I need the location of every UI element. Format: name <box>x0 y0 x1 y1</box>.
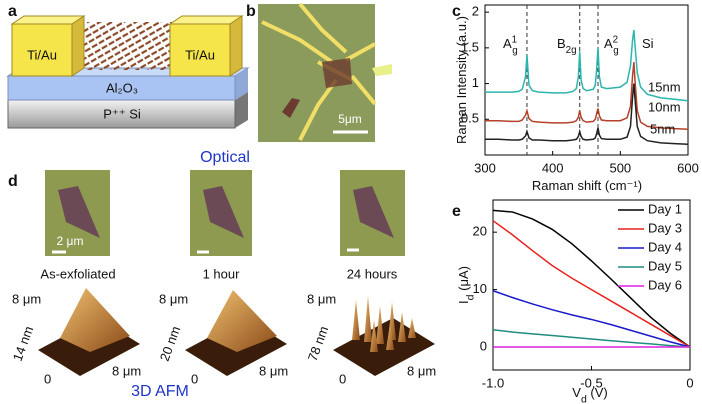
y-tick-label: 20 <box>473 224 487 239</box>
data-line <box>492 290 691 348</box>
time-label: 1 hour <box>203 266 241 281</box>
optical-micrograph: 5μm <box>258 2 392 142</box>
panel-label: e <box>452 203 461 220</box>
label-part: d <box>581 393 587 404</box>
afm-height-label: 78 nm <box>305 324 331 363</box>
label-part: B <box>557 36 566 51</box>
legend-label: Day 4 <box>648 239 682 254</box>
contact-label: Ti/Au <box>27 47 57 62</box>
label-part: Si <box>642 36 654 51</box>
x-tick-label: 400 <box>542 160 564 175</box>
axis-label: B2g <box>557 36 577 55</box>
plot-frame <box>484 4 689 156</box>
afm-size-label: 8 μm <box>407 363 436 378</box>
data-line <box>492 329 691 348</box>
time-label: 24 hours <box>347 266 398 281</box>
series-label: 10nm <box>648 99 681 114</box>
legend-label: Day 5 <box>648 258 682 273</box>
y-tick-label: 0 <box>480 338 487 353</box>
series-label: 5nm <box>650 121 675 136</box>
data-line <box>485 62 689 131</box>
panel-label: b <box>246 3 256 20</box>
label-part: d <box>464 294 476 300</box>
panel-label: a <box>8 3 17 20</box>
afm-origin-label: 0 <box>191 371 198 386</box>
afm-height-label: 20 nm <box>157 324 183 363</box>
section-title: Optical <box>200 149 250 166</box>
afm-origin-label: 0 <box>44 371 51 386</box>
axis-label: A2 g <box>604 34 619 56</box>
y-tick-label: 2 <box>472 4 479 19</box>
label-part: (V) <box>587 385 608 400</box>
x-tick-label: -0.5 <box>580 375 602 390</box>
y-tick-label: 1 <box>472 75 479 90</box>
label-part: 2 <box>613 34 618 45</box>
afm-size-label: 8 μm <box>307 291 336 306</box>
label-part: Raman Intensity (a.u.) <box>454 16 469 144</box>
axis-label: Id (μA) <box>456 266 476 304</box>
dielectric-label: Al₂O₃ <box>106 80 138 95</box>
label-part: V <box>572 385 581 400</box>
data-line <box>485 83 689 146</box>
section-title: 3D AFM <box>131 383 189 400</box>
scale-bar-label: 5μm <box>338 112 362 126</box>
x-tick-label: 0 <box>686 375 693 390</box>
data-line <box>492 209 691 348</box>
afm-size-label: 8 μm <box>12 291 41 306</box>
x-tick-label: 500 <box>609 160 631 175</box>
label-part: (μA) <box>456 266 471 294</box>
panel-label: c <box>452 3 461 20</box>
scale-bar-label: 2 μm <box>57 234 84 248</box>
legend-label: Day 1 <box>648 201 682 216</box>
axis-label: Vd (V) <box>572 385 607 404</box>
y-tick-label: 0.5 <box>461 111 479 126</box>
label-part: g <box>512 45 517 56</box>
afm-height-label: 14 nm <box>10 324 36 363</box>
x-tick-label: 600 <box>677 160 699 175</box>
label-part: 2g <box>566 44 577 55</box>
label-part: I <box>456 300 471 304</box>
x-tick-label: -1.0 <box>482 375 504 390</box>
legend-label: Day 6 <box>648 277 682 292</box>
y-tick-label: 1.5 <box>461 39 479 54</box>
afm-size-label: 8 μm <box>112 363 141 378</box>
afm-images: 3D AFM <box>38 288 435 400</box>
time-label: As-exfoliated <box>40 266 115 281</box>
axis-label: Raman Intensity (a.u.) <box>454 16 469 144</box>
axis-label: Raman shift (cm⁻¹) <box>532 178 642 193</box>
afm-size-label: 8 μm <box>259 363 288 378</box>
substrate-label: P⁺⁺ Si <box>103 106 141 121</box>
label-part: 1 <box>512 34 517 45</box>
aging-images: Optical 2 μm <box>45 149 405 256</box>
data-line <box>492 220 691 348</box>
device-schematic: Ti/Au Ti/Au Al₂O₃ P⁺⁺ Si <box>6 15 250 129</box>
contact-label: Ti/Au <box>185 47 215 62</box>
label-part: A <box>604 36 613 51</box>
panel-label: d <box>8 173 18 190</box>
legend-label: Day 3 <box>648 220 682 235</box>
axis-label: A1 g <box>503 34 518 56</box>
afm-origin-label: 0 <box>339 371 346 386</box>
afm-size-label: 8 μm <box>159 291 188 306</box>
label-part: g <box>613 45 618 56</box>
data-line <box>485 29 689 102</box>
label-part: A <box>503 36 512 51</box>
series-label: 15nm <box>648 79 681 94</box>
x-tick-label: 300 <box>474 160 496 175</box>
label-part: Raman shift (cm⁻¹) <box>532 178 642 193</box>
axis-label: Si <box>642 36 654 51</box>
y-tick-label: 10 <box>473 281 487 296</box>
